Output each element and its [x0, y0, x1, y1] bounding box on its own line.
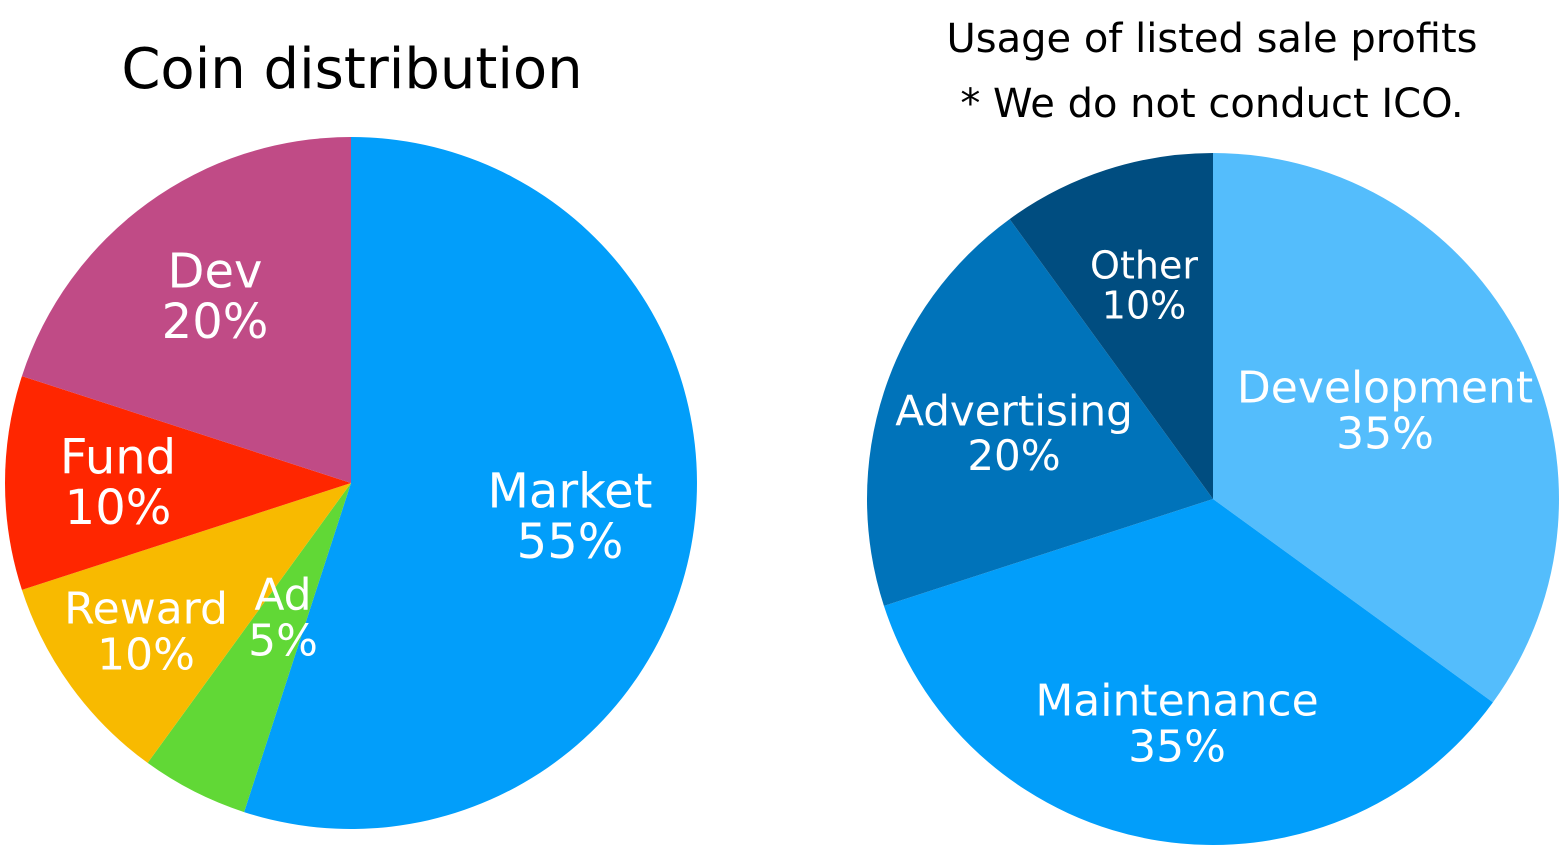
chart-title: Coin distribution	[121, 37, 582, 102]
pie-slice-fund	[4, 376, 352, 590]
slice-label-advertising: Advertising	[895, 387, 1133, 436]
slice-value-other: 10%	[1102, 283, 1186, 327]
slice-value-development: 35%	[1336, 409, 1434, 460]
pie-slice-market	[244, 137, 697, 830]
slice-value-advertising: 20%	[967, 431, 1060, 480]
pie-slice-other	[1009, 153, 1213, 499]
slice-label-maintenance: Maintenance	[1035, 675, 1318, 726]
slice-label-development: Development	[1237, 362, 1533, 413]
slice-value-market: 55%	[517, 514, 624, 570]
slice-label-market: Market	[488, 464, 653, 520]
slice-label-reward: Reward	[64, 583, 228, 634]
slice-value-reward: 10%	[97, 630, 195, 681]
slice-label-fund: Fund	[60, 430, 176, 486]
pie-slice-reward	[21, 483, 352, 763]
slice-value-fund: 10%	[65, 480, 172, 536]
slice-label-ad: Ad	[254, 569, 311, 620]
pie-slice-advertising	[866, 219, 1213, 606]
pie-slice-ad	[147, 483, 351, 813]
pie-slice-dev	[21, 137, 352, 483]
slice-label-dev: Dev	[168, 244, 263, 300]
chart-title: Usage of listed sale profits	[946, 16, 1477, 62]
slice-label-other: Other	[1090, 243, 1198, 287]
profit-usage-labels: Development35%Maintenance35%Advertising2…	[895, 243, 1533, 772]
profit-usage-chart: Development35%Maintenance35%Advertising2…	[866, 16, 1559, 846]
pie-slice-maintenance	[883, 499, 1493, 846]
coin-distribution-slices	[4, 137, 697, 830]
chart-subtitle: * We do not conduct ICO.	[960, 81, 1463, 127]
slice-value-dev: 20%	[162, 294, 269, 350]
profit-usage-slices	[866, 153, 1559, 846]
slice-value-ad: 5%	[248, 616, 318, 667]
slice-value-maintenance: 35%	[1128, 722, 1226, 773]
pie-slice-development	[1213, 153, 1559, 703]
